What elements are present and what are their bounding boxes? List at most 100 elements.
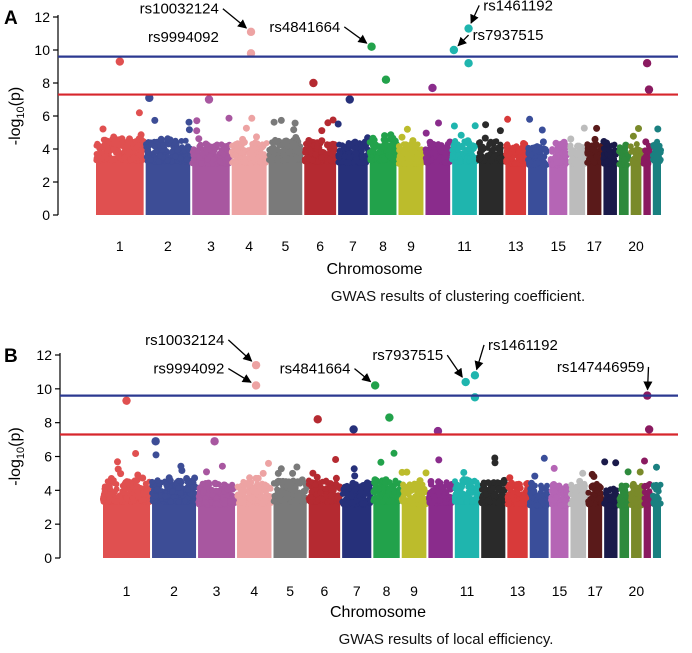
chromosome-6-dense-band bbox=[308, 497, 341, 558]
snp-point bbox=[252, 140, 259, 147]
snp-point bbox=[334, 482, 340, 488]
chromosome-5-points bbox=[270, 463, 310, 558]
x-tick-label: 13 bbox=[508, 238, 524, 254]
top-snp-point bbox=[367, 42, 376, 51]
snp-point bbox=[606, 502, 613, 509]
snp-point bbox=[265, 459, 272, 467]
snp-point bbox=[114, 458, 121, 466]
chromosome-7-points bbox=[339, 465, 374, 558]
snp-point bbox=[185, 146, 191, 153]
snp-annotation-label: rs4841664 bbox=[269, 19, 340, 36]
snp-point bbox=[497, 145, 504, 152]
chromosome-22-points bbox=[650, 463, 664, 558]
snp-point bbox=[234, 493, 241, 499]
snp-annotation-label: rs10032124 bbox=[145, 332, 224, 349]
chromosome-18-dense-band bbox=[603, 159, 617, 215]
snp-point bbox=[367, 157, 374, 164]
snp-point bbox=[242, 124, 250, 132]
snp-point bbox=[177, 490, 184, 496]
snp-point bbox=[190, 152, 197, 159]
snp-point bbox=[247, 495, 254, 502]
snp-point bbox=[175, 477, 182, 484]
snp-point bbox=[427, 478, 435, 485]
snp-point bbox=[562, 149, 569, 156]
snp-point bbox=[193, 127, 201, 135]
snp-point bbox=[515, 148, 522, 155]
top-snp-point bbox=[370, 381, 380, 390]
snp-point bbox=[168, 148, 175, 155]
snp-point bbox=[640, 158, 647, 165]
snp-point bbox=[558, 485, 565, 492]
snp-point bbox=[591, 135, 599, 143]
snp-point bbox=[353, 485, 359, 492]
snp-point bbox=[318, 479, 324, 486]
snp-point bbox=[169, 488, 176, 495]
y-tick-label: 6 bbox=[44, 449, 52, 465]
snp-point bbox=[457, 498, 464, 505]
snp-point bbox=[386, 486, 393, 493]
snp-point bbox=[252, 144, 259, 151]
top-snp-point bbox=[151, 437, 160, 446]
snp-point bbox=[481, 134, 489, 142]
snp-point bbox=[557, 502, 564, 509]
snp-point bbox=[302, 149, 309, 156]
snp-point bbox=[267, 485, 274, 492]
x-tick-label: 7 bbox=[349, 238, 357, 254]
y-tick-label: 4 bbox=[42, 141, 50, 157]
snp-point bbox=[313, 473, 321, 481]
snp-point bbox=[508, 479, 515, 487]
snp-point bbox=[163, 481, 170, 488]
x-axis-title: Chromosome bbox=[326, 261, 422, 278]
snp-point bbox=[567, 144, 574, 151]
snp-point bbox=[588, 470, 596, 478]
snp-point bbox=[288, 481, 295, 487]
snp-point bbox=[157, 135, 165, 143]
snp-point bbox=[305, 137, 313, 144]
snp-point bbox=[653, 501, 660, 508]
top-snp-point bbox=[644, 425, 654, 434]
snp-point bbox=[363, 479, 371, 487]
top-snp-point bbox=[349, 425, 358, 434]
snp-point bbox=[135, 485, 141, 491]
snp-point bbox=[469, 142, 476, 149]
snp-point bbox=[239, 150, 246, 157]
snp-point bbox=[627, 143, 634, 150]
y-tick-label: 2 bbox=[44, 516, 52, 532]
snp-point bbox=[537, 154, 544, 161]
panel-label: B bbox=[4, 346, 18, 367]
top-snp-point bbox=[115, 57, 125, 66]
chromosome-17-dense-band bbox=[587, 158, 602, 215]
snp-point bbox=[121, 154, 128, 161]
snp-point bbox=[463, 476, 471, 484]
snp-point bbox=[142, 480, 149, 487]
snp-point bbox=[452, 491, 459, 498]
snp-point bbox=[631, 496, 638, 503]
snp-point bbox=[422, 129, 430, 137]
snp-point bbox=[429, 500, 436, 507]
snp-point bbox=[132, 450, 140, 457]
snp-point bbox=[214, 501, 220, 507]
snp-point bbox=[636, 468, 644, 476]
snp-point bbox=[484, 144, 491, 151]
snp-point bbox=[343, 483, 350, 490]
snp-point bbox=[654, 125, 662, 133]
snp-point bbox=[423, 149, 430, 156]
snp-point bbox=[577, 493, 584, 500]
snp-point bbox=[356, 159, 363, 166]
snp-point bbox=[377, 458, 385, 466]
snp-point bbox=[593, 124, 601, 132]
snp-point bbox=[291, 119, 299, 127]
snp-point bbox=[308, 498, 315, 505]
snp-point bbox=[604, 488, 611, 495]
snp-point bbox=[271, 492, 278, 499]
snp-point bbox=[450, 122, 458, 130]
snp-point bbox=[568, 486, 575, 493]
snp-point bbox=[392, 477, 399, 484]
snp-point bbox=[102, 136, 109, 143]
snp-point bbox=[522, 493, 528, 500]
y-axis-title-tail: (p) bbox=[7, 427, 24, 447]
snp-point bbox=[202, 140, 210, 148]
y-tick-label: 0 bbox=[44, 550, 52, 566]
x-tick-label: 3 bbox=[213, 583, 221, 599]
snp-point bbox=[204, 156, 211, 163]
